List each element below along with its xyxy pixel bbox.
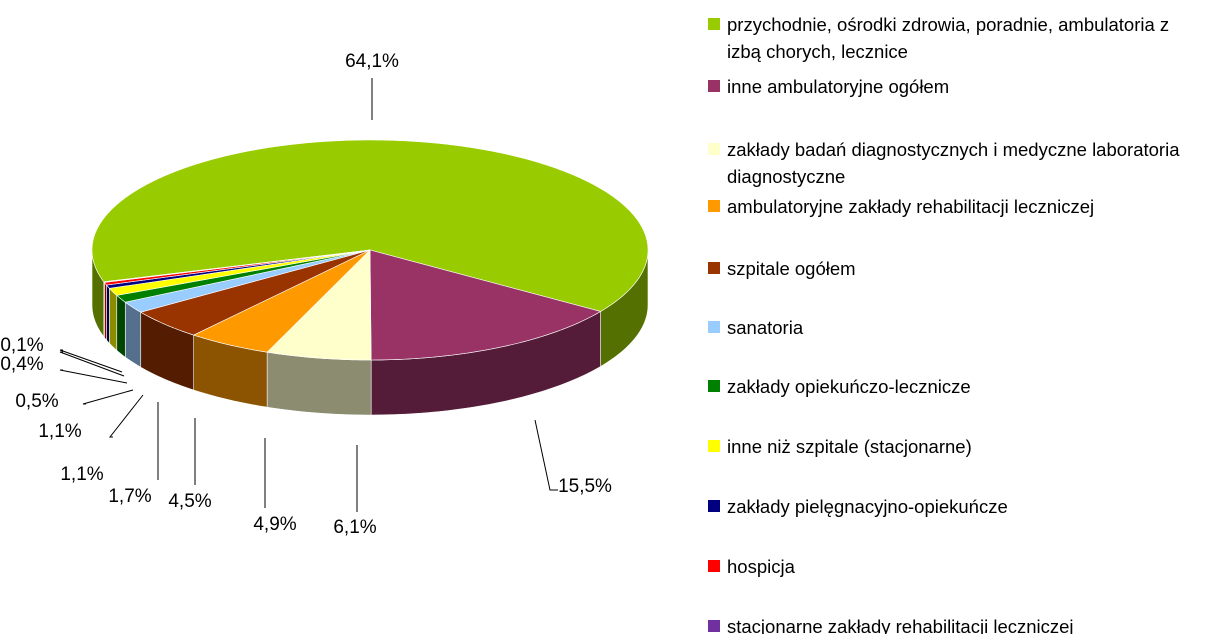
slice-side-shade: [106, 284, 110, 345]
legend-label: inne ambulatoryjne ogółem: [727, 76, 950, 97]
legend-item: stacjonarne zakłady rehabilitacji leczni…: [708, 613, 1202, 634]
leader-line: [82, 389, 134, 405]
legend-item: zakłady badań diagnostycznych i medyczne…: [708, 136, 1202, 190]
slice-side-shade: [266, 351, 372, 416]
legend-label: inne niż szpitale (stacjonarne): [727, 436, 972, 457]
slice-side: [371, 311, 601, 415]
data-label: 0,5%: [15, 391, 58, 412]
leader-line: [59, 349, 123, 373]
slice: [108, 249, 371, 296]
legend-label: ambulatoryjne zakłady rehabilitacji lecz…: [727, 196, 1095, 217]
slice: [124, 249, 371, 313]
legend-swatch: [708, 80, 720, 92]
legend-swatch: [708, 500, 720, 512]
data-label: 1,7%: [108, 486, 151, 507]
legend-swatch: [708, 321, 720, 333]
slice-side: [193, 335, 268, 408]
leader-line: [59, 351, 125, 377]
legend-item: przychodnie, ośrodki zdrowia, poradnie, …: [708, 11, 1202, 65]
legend-swatch: [708, 262, 720, 274]
slice: [266, 249, 372, 361]
legend-item: zakłady opiekuńczo-lecznicze: [708, 373, 1202, 400]
legend-swatch: [708, 200, 720, 212]
legend-item: ambulatoryjne zakłady rehabilitacji lecz…: [708, 193, 1202, 220]
data-label: 1,1%: [60, 464, 103, 485]
data-label: 15,5%: [558, 476, 612, 497]
legend-label: przychodnie, ośrodki zdrowia, poradnie, …: [727, 14, 1170, 62]
slice-side-shade: [109, 287, 118, 352]
legend-label: szpitale ogółem: [727, 258, 856, 279]
legend-swatch: [708, 143, 720, 155]
leader-line: [59, 369, 128, 384]
legend-item: zakłady pielęgnacyjno-opiekuńcze: [708, 493, 1202, 520]
slice: [369, 249, 602, 361]
legend-label: hospicja: [727, 556, 795, 577]
slice-side: [109, 288, 117, 351]
data-label: 0,1%: [0, 335, 43, 356]
slice: [192, 249, 371, 353]
legend-swatch: [708, 18, 720, 30]
slice-side: [106, 285, 110, 344]
legend-label: sanatoria: [727, 317, 804, 338]
leader-line: [108, 394, 144, 438]
slice-side: [92, 250, 104, 337]
slice-side: [116, 295, 126, 358]
legend-item: sanatoria: [708, 314, 1202, 341]
legend-item: inne ambulatoryjne ogółem: [708, 73, 1202, 100]
slice: [103, 249, 371, 283]
slice-side-shade: [116, 294, 126, 358]
slice: [116, 249, 371, 303]
legend-swatch: [708, 380, 720, 392]
data-label: 1,1%: [38, 421, 81, 442]
legend-swatch: [708, 620, 720, 632]
chart: 64,1%15,5%6,1%4,9%4,5%1,7%1,1%1,1%0,5%0,…: [0, 51, 649, 538]
slice: [139, 249, 371, 336]
legend-item: inne niż szpitale (stacjonarne): [708, 433, 1202, 460]
slice-side-shade: [124, 301, 142, 368]
legend-swatch: [708, 560, 720, 572]
legend-label: zakłady opiekuńczo-lecznicze: [727, 376, 971, 397]
legend-label: zakłady badań diagnostycznych i medyczne…: [727, 139, 1180, 187]
slice-side: [267, 352, 372, 415]
slice-side: [140, 312, 194, 391]
slice: [91, 139, 649, 312]
slice-side-shade: [103, 280, 105, 339]
legend-label: zakłady pielęgnacyjno-opiekuńcze: [727, 496, 1008, 517]
slice-side: [104, 282, 107, 341]
data-label: 0,4%: [0, 354, 43, 375]
legend-item: hospicja: [708, 553, 1202, 580]
slice-side-shade: [104, 281, 107, 341]
legend-item: szpitale ogółem: [708, 255, 1202, 282]
legend-label: stacjonarne zakłady rehabilitacji leczni…: [727, 616, 1074, 634]
data-label: 64,1%: [345, 51, 399, 72]
data-label: 4,9%: [253, 514, 296, 535]
data-label: 6,1%: [333, 517, 376, 538]
leader-line: [534, 419, 558, 491]
slice-side: [600, 250, 648, 367]
data-label: 4,5%: [168, 491, 211, 512]
slice-side: [125, 302, 141, 368]
legend-swatch: [708, 440, 720, 452]
